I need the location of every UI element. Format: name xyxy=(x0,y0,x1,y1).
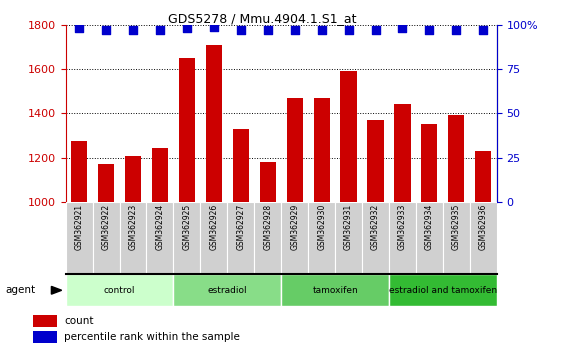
Text: control: control xyxy=(104,286,135,295)
FancyBboxPatch shape xyxy=(174,274,281,306)
Bar xyxy=(313,98,329,354)
Point xyxy=(478,27,488,33)
Point xyxy=(344,27,353,33)
Point xyxy=(210,24,219,29)
Point xyxy=(236,27,246,33)
Text: GSM362931: GSM362931 xyxy=(344,204,353,250)
Bar xyxy=(260,162,276,354)
Point xyxy=(128,27,138,33)
FancyBboxPatch shape xyxy=(147,202,174,274)
Bar xyxy=(421,124,437,354)
Bar xyxy=(98,164,114,354)
Text: GSM362926: GSM362926 xyxy=(210,204,218,250)
Text: GSM362921: GSM362921 xyxy=(75,204,83,250)
Bar xyxy=(367,120,384,354)
Text: estradiol: estradiol xyxy=(207,286,247,295)
Point xyxy=(371,27,380,33)
FancyBboxPatch shape xyxy=(362,202,389,274)
Text: GSM362929: GSM362929 xyxy=(290,204,299,250)
Bar xyxy=(71,141,87,354)
Text: GDS5278 / Mmu.4904.1.S1_at: GDS5278 / Mmu.4904.1.S1_at xyxy=(168,12,357,25)
Text: GSM362928: GSM362928 xyxy=(263,204,272,250)
FancyBboxPatch shape xyxy=(389,274,497,306)
Bar xyxy=(475,151,492,354)
Bar xyxy=(152,148,168,354)
FancyBboxPatch shape xyxy=(174,202,200,274)
FancyBboxPatch shape xyxy=(443,202,470,274)
FancyBboxPatch shape xyxy=(119,202,147,274)
Text: percentile rank within the sample: percentile rank within the sample xyxy=(64,332,240,342)
Bar xyxy=(33,315,57,327)
Point xyxy=(398,25,407,31)
Text: count: count xyxy=(64,316,94,326)
Text: GSM362923: GSM362923 xyxy=(128,204,138,250)
Point xyxy=(290,27,299,33)
Text: GSM362936: GSM362936 xyxy=(479,204,488,250)
Point xyxy=(75,25,84,31)
Point xyxy=(263,27,272,33)
FancyBboxPatch shape xyxy=(281,202,308,274)
Text: GSM362935: GSM362935 xyxy=(452,204,461,250)
Point xyxy=(182,25,191,31)
Bar xyxy=(287,98,303,354)
Bar xyxy=(448,115,464,354)
Bar xyxy=(340,71,357,354)
Text: GSM362927: GSM362927 xyxy=(236,204,246,250)
Text: GSM362933: GSM362933 xyxy=(398,204,407,250)
Text: GSM362934: GSM362934 xyxy=(425,204,434,250)
FancyBboxPatch shape xyxy=(227,202,254,274)
Text: agent: agent xyxy=(6,285,36,295)
Bar xyxy=(395,104,411,354)
FancyBboxPatch shape xyxy=(281,274,389,306)
FancyBboxPatch shape xyxy=(66,274,174,306)
Point xyxy=(155,27,164,33)
Text: GSM362922: GSM362922 xyxy=(102,204,111,250)
Text: tamoxifen: tamoxifen xyxy=(312,286,358,295)
Text: GSM362930: GSM362930 xyxy=(317,204,326,250)
FancyBboxPatch shape xyxy=(416,202,443,274)
Bar xyxy=(125,156,141,354)
FancyBboxPatch shape xyxy=(470,202,497,274)
Point xyxy=(425,27,434,33)
FancyBboxPatch shape xyxy=(200,202,227,274)
Point xyxy=(452,27,461,33)
Bar xyxy=(179,58,195,354)
Bar xyxy=(33,331,57,343)
Text: GSM362924: GSM362924 xyxy=(155,204,164,250)
Bar xyxy=(233,129,249,354)
FancyBboxPatch shape xyxy=(308,202,335,274)
Text: GSM362932: GSM362932 xyxy=(371,204,380,250)
Text: GSM362925: GSM362925 xyxy=(182,204,191,250)
Text: estradiol and tamoxifen: estradiol and tamoxifen xyxy=(389,286,497,295)
FancyBboxPatch shape xyxy=(66,202,93,274)
Point xyxy=(102,27,111,33)
FancyBboxPatch shape xyxy=(254,202,281,274)
Point xyxy=(317,27,326,33)
FancyBboxPatch shape xyxy=(389,202,416,274)
FancyBboxPatch shape xyxy=(335,202,362,274)
FancyBboxPatch shape xyxy=(93,202,119,274)
Bar xyxy=(206,45,222,354)
